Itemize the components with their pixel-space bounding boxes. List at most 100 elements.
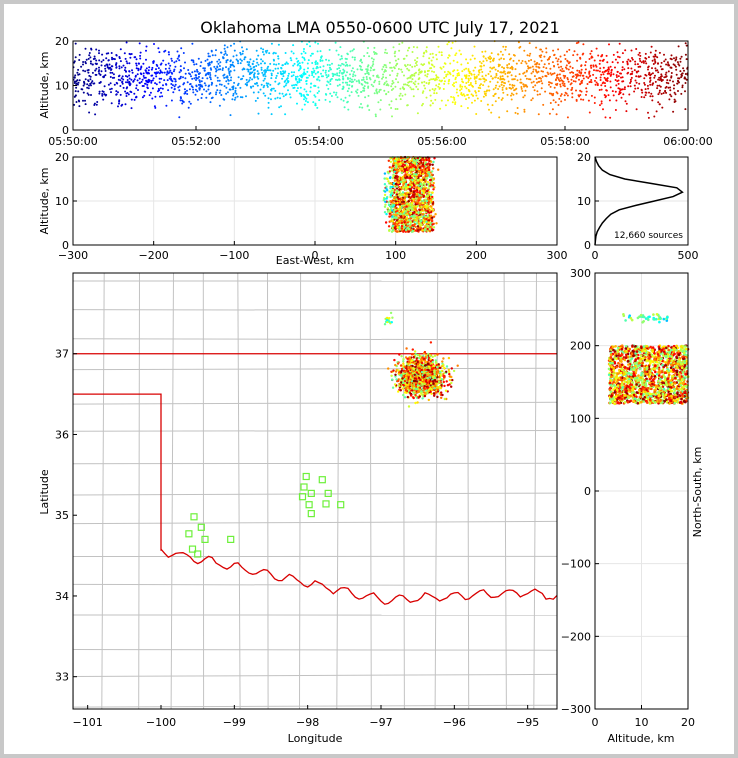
source-point — [408, 185, 412, 189]
source-point — [353, 58, 356, 61]
source-point — [606, 77, 609, 80]
source-point — [428, 159, 431, 163]
source-point — [385, 93, 388, 96]
source-point — [458, 49, 461, 52]
source-point — [442, 65, 445, 68]
source-point — [588, 70, 591, 73]
source-point — [588, 58, 591, 60]
source-point — [343, 106, 346, 109]
source-point — [261, 51, 264, 53]
source-point — [497, 77, 500, 80]
source-point — [395, 171, 399, 174]
source-point — [634, 60, 637, 63]
source-point — [84, 61, 87, 63]
source-point — [383, 197, 386, 201]
source-point — [410, 80, 413, 83]
source-point — [480, 68, 483, 71]
source-point — [667, 82, 670, 85]
source-point — [428, 89, 431, 92]
source-point — [316, 92, 319, 94]
altitude-tick-label: 10 — [55, 195, 69, 208]
source-point — [534, 63, 537, 66]
source-point — [346, 81, 349, 84]
source-point — [506, 66, 509, 69]
source-point — [256, 82, 258, 85]
source-point — [659, 85, 662, 88]
source-point — [501, 86, 504, 89]
source-point — [178, 71, 181, 74]
source-point — [484, 57, 487, 60]
source-point — [412, 95, 415, 98]
source-point — [515, 62, 518, 65]
source-point — [362, 89, 365, 92]
source-point — [314, 72, 317, 75]
source-point — [229, 79, 232, 82]
source-point — [95, 67, 98, 70]
source-point — [667, 70, 670, 73]
east-west-xlabel: East-West, km — [276, 254, 354, 267]
source-point — [547, 73, 550, 76]
source-point — [422, 221, 426, 224]
source-point — [276, 72, 279, 75]
source-point — [572, 80, 575, 83]
source-point — [553, 86, 556, 89]
source-point — [524, 89, 527, 92]
source-point — [298, 62, 301, 65]
source-point — [341, 62, 344, 65]
source-point — [431, 163, 434, 166]
source-point — [501, 88, 504, 91]
source-point — [273, 63, 275, 66]
source-point — [500, 98, 503, 101]
source-point — [204, 59, 207, 62]
source-point — [501, 66, 504, 69]
source-point — [523, 85, 525, 88]
source-point — [105, 57, 108, 60]
source-point — [396, 108, 399, 110]
source-point — [278, 106, 281, 109]
source-point — [406, 161, 409, 164]
source-point — [368, 109, 371, 111]
source-point — [372, 60, 375, 63]
source-point — [559, 83, 562, 86]
county-line — [237, 273, 241, 709]
source-point — [391, 115, 393, 118]
source-point — [443, 62, 446, 65]
source-point — [499, 50, 502, 53]
source-point — [82, 91, 85, 94]
source-point — [430, 99, 433, 102]
county-line — [73, 673, 557, 677]
source-point — [98, 92, 101, 95]
source-point — [228, 72, 231, 75]
source-point — [612, 73, 615, 76]
source-point — [447, 56, 450, 59]
source-point — [374, 79, 377, 82]
source-point — [110, 91, 112, 94]
source-point — [498, 85, 501, 88]
source-point — [161, 95, 164, 98]
source-point — [616, 80, 619, 83]
source-point — [292, 64, 295, 67]
source-point — [166, 79, 169, 82]
source-point — [402, 196, 405, 199]
source-point — [684, 53, 687, 56]
source-point — [239, 62, 242, 65]
source-point — [590, 94, 593, 97]
source-point — [524, 75, 527, 77]
source-point — [430, 176, 433, 179]
source-point — [422, 192, 425, 195]
source-point — [379, 99, 382, 102]
source-point — [672, 87, 675, 90]
source-point — [358, 106, 361, 109]
source-point — [622, 61, 624, 63]
source-point — [563, 94, 566, 97]
source-point — [353, 71, 356, 73]
source-point — [413, 172, 416, 176]
source-point — [415, 60, 418, 63]
source-point — [453, 98, 456, 101]
source-point — [685, 58, 688, 61]
source-point — [413, 181, 417, 184]
source-point — [342, 68, 345, 71]
source-point — [209, 78, 212, 81]
source-point — [494, 92, 497, 95]
source-point — [415, 170, 419, 173]
